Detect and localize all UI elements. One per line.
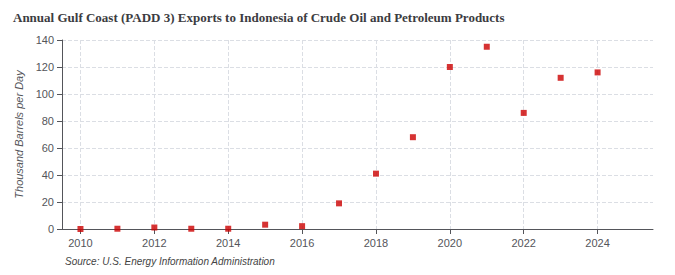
svg-text:20: 20 bbox=[42, 196, 54, 208]
svg-text:60: 60 bbox=[42, 142, 54, 154]
svg-text:Source: U.S. Energy Informatio: Source: U.S. Energy Information Administ… bbox=[65, 256, 275, 267]
svg-text:80: 80 bbox=[42, 115, 54, 127]
svg-text:120: 120 bbox=[36, 61, 54, 73]
svg-text:2014: 2014 bbox=[216, 237, 240, 249]
svg-text:2018: 2018 bbox=[364, 237, 388, 249]
svg-text:2010: 2010 bbox=[68, 237, 92, 249]
svg-text:2012: 2012 bbox=[142, 237, 166, 249]
svg-text:40: 40 bbox=[42, 169, 54, 181]
svg-text:2020: 2020 bbox=[438, 237, 462, 249]
svg-text:2024: 2024 bbox=[585, 237, 609, 249]
svg-text:Annual Gulf Coast (PADD 3) Exp: Annual Gulf Coast (PADD 3) Exports to In… bbox=[13, 10, 505, 25]
svg-text:2016: 2016 bbox=[290, 237, 314, 249]
svg-text:2022: 2022 bbox=[511, 237, 535, 249]
svg-text:100: 100 bbox=[36, 88, 54, 100]
svg-text:0: 0 bbox=[48, 223, 54, 235]
svg-text:Thousand Barrels per Day: Thousand Barrels per Day bbox=[13, 69, 25, 199]
svg-text:140: 140 bbox=[36, 34, 54, 46]
